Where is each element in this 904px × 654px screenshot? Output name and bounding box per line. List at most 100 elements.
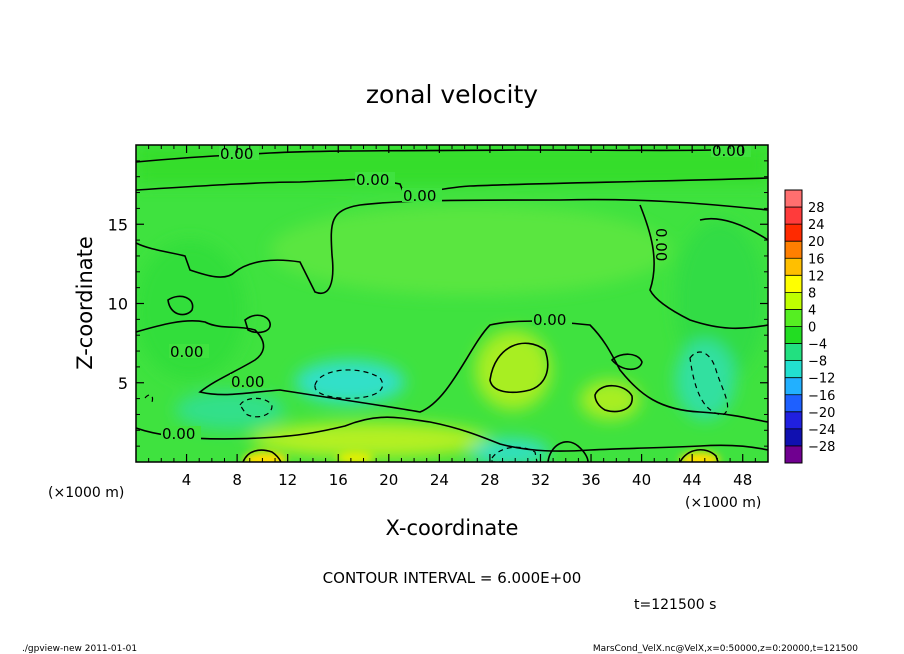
label-bg-7 (230, 374, 270, 388)
colorbar-label-6: 4 (808, 303, 816, 318)
contour-labels: 0.00 0.00 0.00 0.00 0.00 0.00 0.00 0.00 … (161, 142, 751, 443)
label-bg-3 (355, 172, 395, 186)
colorbar-label-13: −24 (808, 423, 835, 438)
contour-floor-right (679, 449, 719, 462)
label-bg-5 (532, 312, 572, 326)
shade-left-cyan (175, 390, 285, 430)
contour-right-loop (594, 384, 633, 413)
contour-label-7: 0.00 (231, 373, 264, 391)
contour-label-5: 0.00 (533, 311, 566, 329)
contour-lines (136, 149, 768, 462)
y-axis-label: Z-coordinate (73, 236, 97, 370)
colorbar-label-2: 20 (808, 235, 825, 250)
colorbar-band-0 (785, 190, 802, 208)
colorbar-band-14 (785, 428, 802, 447)
contour-small-loop-1 (244, 314, 271, 334)
shade-mid-cyan (295, 360, 405, 404)
colorbar-band-2 (785, 224, 802, 242)
contour-zero-bottom (136, 416, 768, 452)
y-tick-label-1: 10 (108, 295, 128, 314)
x-unit-label-right: (×1000 m) (685, 495, 761, 511)
field-peaks (243, 452, 720, 462)
y-axis-ticks: 5 10 15 (108, 160, 768, 447)
contour-right-wavy (639, 204, 768, 330)
contour-hump-loop (489, 342, 549, 394)
contour-zero-top (136, 149, 713, 163)
colorbar-band-8 (785, 326, 802, 345)
colorbar-band-12 (785, 394, 802, 413)
x-tick-label-11: 48 (733, 471, 752, 489)
colorbar-label-10: −12 (808, 372, 835, 387)
contour-zero-main (136, 198, 768, 295)
x-tick-label-6: 28 (480, 471, 499, 489)
label-bg-4 (402, 188, 442, 202)
x-tick-label-3: 16 (329, 471, 348, 489)
contour-label-3: 0.00 (356, 171, 389, 189)
x-tick-label-0: 4 (182, 471, 192, 489)
contour-floor-left (242, 449, 282, 462)
colorbar-band-13 (785, 411, 802, 430)
colorbar-label-8: −4 (808, 338, 827, 353)
label-bg-1 (219, 146, 259, 160)
contour-interval-text: CONTOUR INTERVAL = 6.000E+00 (323, 569, 582, 587)
colorbar-band-15 (785, 445, 802, 464)
colorbar-label-11: −16 (808, 389, 835, 404)
colorbar-label-0: 28 (808, 201, 825, 216)
shade-right-green (675, 220, 765, 380)
shade-mid-light (270, 205, 670, 295)
colorbar-band-4 (785, 258, 802, 276)
contour-label-1: 0.00 (220, 145, 253, 163)
contour-neg-side (144, 394, 154, 403)
x-tick-label-8: 36 (581, 471, 600, 489)
x-tick-label-7: 32 (531, 471, 550, 489)
contour-neg-floor (491, 446, 538, 462)
shade-left-green (136, 240, 245, 380)
x-tick-label-5: 24 (430, 471, 449, 489)
colorbar-band-5 (785, 275, 802, 293)
contour-floor-mid (547, 441, 589, 462)
colorbar-label-3: 16 (808, 252, 825, 267)
x-tick-label-1: 8 (232, 471, 242, 489)
plot-area: 0.00 0.00 0.00 0.00 0.00 0.00 0.00 0.00 … (136, 142, 768, 462)
colorbar-label-1: 24 (808, 218, 825, 233)
chart-title: zonal velocity (366, 80, 538, 109)
contour-right-blob (610, 353, 643, 371)
label-bg-2 (711, 145, 751, 157)
x-axis-ticks: 4 8 12 16 20 24 28 32 36 40 44 48 (148, 145, 756, 489)
field-shading (136, 145, 768, 462)
colorbar-band-11 (785, 377, 802, 396)
contour-zero-lower (136, 320, 768, 423)
time-text: t=121500 s (634, 597, 716, 613)
colorbar-label-7: 0 (808, 321, 816, 336)
colorbar-band-9 (785, 343, 802, 362)
footer-right: MarsCond_VelX.nc@VelX,x=0:50000,z=0:2000… (593, 644, 858, 654)
shade-right-cyan (675, 340, 735, 420)
colorbar-label-4: 12 (808, 269, 825, 284)
shade-hump-yellow (475, 330, 551, 410)
footer-left: ./gpview-new 2011-01-01 (22, 644, 137, 654)
contour-lines-negative (144, 351, 728, 462)
contour-label-9: 0.00 (652, 228, 670, 261)
label-bg-6 (169, 344, 209, 358)
contour-label-8: 0.00 (162, 425, 195, 443)
contour-label-4: 0.00 (403, 187, 436, 205)
colorbar-band-1 (785, 207, 802, 225)
x-unit-label-left: (×1000 m) (48, 485, 124, 501)
colorbar: 28 24 20 16 12 8 4 0 −4 −8 −12 −16 −20 −24 −28 (784, 189, 835, 464)
contour-label-2: 0.00 (712, 142, 745, 160)
x-tick-label-2: 12 (278, 471, 297, 489)
colorbar-band-3 (785, 241, 802, 259)
contour-neg-left (239, 397, 273, 418)
contour-label-6: 0.00 (170, 343, 203, 361)
colorbar-band-6 (785, 292, 802, 310)
colorbar-label-5: 8 (808, 286, 816, 301)
contour-neg-mid (314, 369, 384, 399)
colorbar-label-14: −28 (808, 440, 835, 455)
peak-yellow-right (680, 452, 720, 462)
x-tick-label-4: 20 (379, 471, 398, 489)
y-tick-label-2: 15 (108, 215, 128, 234)
contour-small-loop-2 (167, 295, 194, 316)
y-tick-label-0: 5 (118, 374, 128, 393)
colorbar-label-12: −20 (808, 406, 835, 421)
